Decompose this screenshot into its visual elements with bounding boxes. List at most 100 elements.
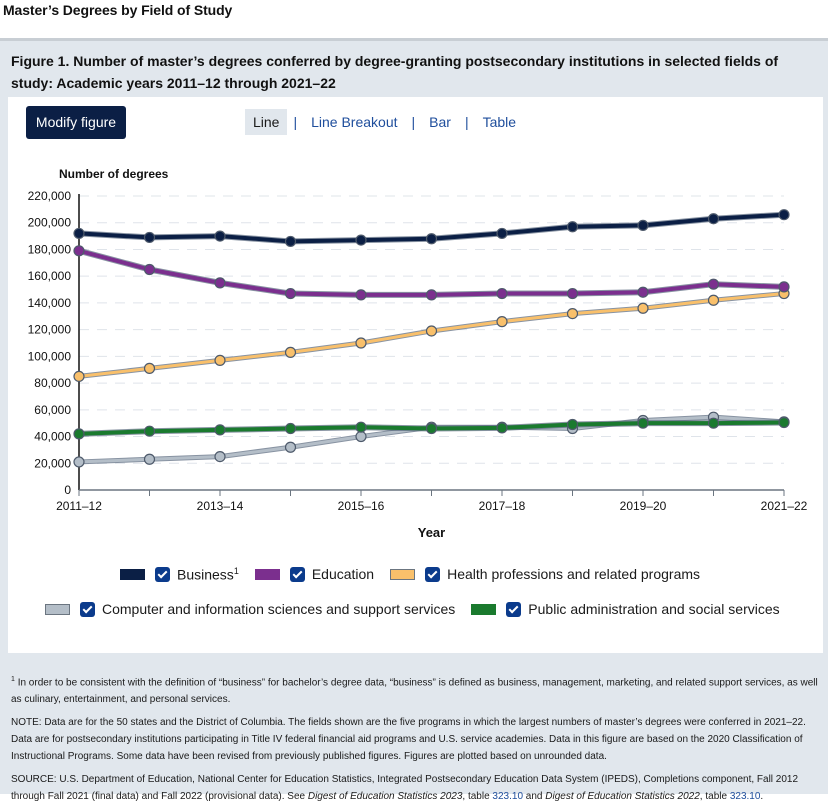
modify-figure-button[interactable]: Modify figure <box>26 106 126 139</box>
source-publication: Digest of Education Statistics 2022 <box>545 791 700 803</box>
x-tick-label: 2013–14 <box>197 499 244 513</box>
legend-item[interactable]: Education <box>254 566 375 583</box>
data-point[interactable] <box>73 370 85 383</box>
legend-item[interactable]: Health professions and related programs <box>390 566 700 582</box>
series-line <box>78 248 785 297</box>
legend-label: Business1 <box>177 566 239 583</box>
y-tick-label: 180,000 <box>28 242 72 256</box>
y-tick-label: 200,000 <box>28 216 72 230</box>
note-text: NOTE: Data are for the 50 states and the… <box>11 717 806 763</box>
data-point[interactable] <box>73 227 85 240</box>
source-connector: , table <box>699 791 730 803</box>
legend-label: Public administration and social service… <box>528 601 780 617</box>
series-public <box>73 416 790 440</box>
y-tick-label: 140,000 <box>28 296 72 310</box>
data-point[interactable] <box>284 346 297 358</box>
y-tick-label: 60,000 <box>34 403 71 417</box>
series-business <box>73 209 790 248</box>
legend-label: Education <box>311 566 375 583</box>
data-point[interactable] <box>143 263 156 276</box>
data-point[interactable] <box>355 289 367 301</box>
data-point[interactable] <box>284 441 297 453</box>
data-point[interactable] <box>214 354 226 366</box>
x-ticks: 2011–12 2013–14 2015–16 2017–18 2019–20 2021–… <box>56 490 808 513</box>
data-point[interactable] <box>637 302 649 314</box>
legend-item[interactable]: Computer and information sciences and su… <box>45 601 455 617</box>
data-point[interactable] <box>284 422 297 435</box>
data-point[interactable] <box>637 417 649 429</box>
y-axis-title: Number of degrees <box>59 167 169 181</box>
data-point[interactable] <box>496 422 508 434</box>
page-title: Master’s Degrees by Field of Study <box>3 2 233 18</box>
data-point[interactable] <box>496 287 508 300</box>
data-point[interactable] <box>637 286 649 298</box>
data-point[interactable] <box>355 421 367 433</box>
data-point[interactable] <box>778 281 790 293</box>
legend-swatch <box>45 603 70 615</box>
x-tick-label: 2017–18 <box>479 499 526 513</box>
tab-line[interactable]: Line <box>245 109 288 135</box>
checkbox-checked-icon[interactable] <box>506 601 522 617</box>
footnote-marker: 1 <box>233 566 239 576</box>
y-tick-label: 0 <box>64 483 71 497</box>
chart-panel: Modify figure Line | Line Breakout | Bar… <box>8 97 823 653</box>
legend-item[interactable]: Public administration and social service… <box>471 601 780 617</box>
x-tick-label: 2015–16 <box>338 499 385 513</box>
data-point[interactable] <box>73 245 85 257</box>
data-point[interactable] <box>425 422 438 435</box>
figure-heading: Figure 1. Number of master’s degrees con… <box>11 53 779 91</box>
data-point[interactable] <box>496 316 508 328</box>
data-point[interactable] <box>214 230 226 242</box>
checkbox-checked-icon[interactable] <box>289 566 305 582</box>
data-point[interactable] <box>425 233 438 245</box>
data-point[interactable] <box>707 278 720 290</box>
data-point[interactable] <box>355 234 367 246</box>
table-link[interactable]: 323.10 <box>729 791 761 803</box>
legend-swatch <box>254 568 280 580</box>
table-link[interactable]: 323.10 <box>492 791 524 803</box>
data-point[interactable] <box>778 209 790 221</box>
data-point[interactable] <box>637 219 649 231</box>
data-point[interactable] <box>143 425 156 437</box>
data-point[interactable] <box>143 231 156 244</box>
tab-separator: | <box>464 114 469 130</box>
checkbox-checked-icon[interactable] <box>425 566 441 582</box>
checkbox-checked-icon[interactable] <box>155 566 170 582</box>
x-axis-title: Year <box>418 525 445 540</box>
source-text: SOURCE: U.S. Department of Education, Na… <box>11 771 819 805</box>
data-point[interactable] <box>214 450 226 463</box>
data-point[interactable] <box>143 362 156 374</box>
data-point[interactable] <box>566 308 579 320</box>
data-point[interactable] <box>355 430 367 443</box>
data-point[interactable] <box>566 418 579 431</box>
source-end: . <box>760 791 764 803</box>
data-point[interactable] <box>214 424 226 436</box>
data-point[interactable] <box>284 235 297 248</box>
tab-bar[interactable]: Bar <box>429 114 451 130</box>
data-point[interactable] <box>566 287 579 300</box>
tab-separator: | <box>411 114 416 130</box>
legend-item[interactable]: Business1 <box>120 566 239 583</box>
tab-table[interactable]: Table <box>482 114 517 130</box>
data-point[interactable] <box>496 227 508 240</box>
data-point[interactable] <box>73 428 85 440</box>
data-point[interactable] <box>425 325 438 337</box>
tab-separator: | <box>293 114 298 130</box>
data-point[interactable] <box>566 221 579 233</box>
legend-swatch <box>120 568 145 580</box>
data-point[interactable] <box>355 337 367 349</box>
figure-notes: 1 In order to be consistent with the def… <box>11 671 819 811</box>
data-point[interactable] <box>707 294 720 306</box>
data-point[interactable] <box>778 416 790 429</box>
y-tick-label: 160,000 <box>28 269 72 283</box>
checkbox-checked-icon[interactable] <box>80 601 95 617</box>
data-point[interactable] <box>143 453 156 465</box>
data-point[interactable] <box>284 287 297 300</box>
data-point[interactable] <box>425 289 438 301</box>
data-point[interactable] <box>214 277 226 289</box>
data-point[interactable] <box>707 213 720 225</box>
data-point[interactable] <box>73 456 85 468</box>
data-point[interactable] <box>707 417 720 429</box>
y-tick-label: 40,000 <box>34 430 71 444</box>
tab-line-breakout[interactable]: Line Breakout <box>311 114 398 130</box>
